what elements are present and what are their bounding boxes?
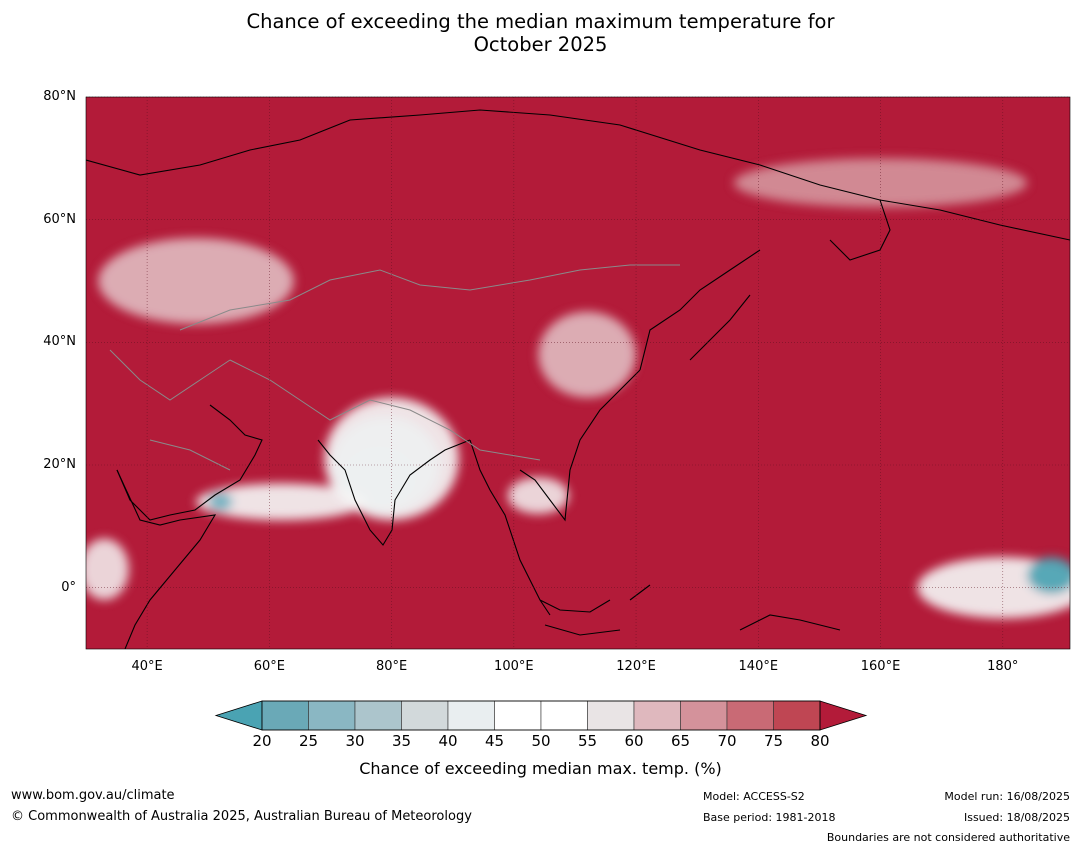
- map-title-line2: October 2025: [473, 33, 608, 56]
- colorbar-segment: [261, 700, 309, 731]
- map-title: Chance of exceeding the median maximum t…: [0, 10, 1081, 56]
- colorbar-tick-label: 70: [717, 732, 737, 750]
- model-run-text: Model run: 16/08/2025: [944, 790, 1070, 803]
- colorbar-tick-label: 30: [345, 732, 365, 750]
- region-pacific-blue: [1027, 557, 1070, 594]
- border-south-asia: [229, 359, 541, 461]
- colorbar-segment: [308, 700, 356, 731]
- colorbar-under-arrow: [214, 700, 263, 731]
- lat-tick-label: 60°N: [43, 211, 76, 227]
- lon-tick-label: 140°E: [738, 659, 779, 674]
- colorbar-frame: [261, 700, 821, 731]
- lon-tick-label: 60°E: [253, 659, 285, 674]
- coastline-india: [317, 439, 471, 546]
- region-india-outer: [324, 397, 459, 521]
- lat-tick-label: 0°: [61, 579, 76, 595]
- colorbar-segment: [540, 700, 588, 731]
- region-africa-light: [86, 538, 129, 600]
- colorbar-segment: [587, 700, 635, 731]
- border-central-asia: [179, 264, 680, 331]
- colorbar-tick-label: 55: [577, 732, 598, 750]
- coastline-arabia: [116, 404, 263, 521]
- colorbar-segment: [447, 700, 495, 731]
- region-china-light: [538, 311, 637, 398]
- base-period-text: Base period: 1981-2018: [703, 811, 836, 824]
- coastline-east-asia: [639, 249, 761, 371]
- region-siberia-light: [733, 158, 1028, 208]
- colorbar-segment: [680, 700, 728, 731]
- colorbar-tick-label: 75: [763, 732, 784, 750]
- colorbar-tick-label: 40: [438, 732, 458, 750]
- colorbar-tick-label: 80: [810, 732, 830, 750]
- colorbar-tick-label: 20: [252, 732, 272, 750]
- coastline-siberia-north: [86, 109, 1070, 241]
- copyright-text: © Commonwealth of Australia 2025, Austra…: [11, 809, 472, 824]
- colorbar-tick-label: 60: [624, 732, 644, 750]
- lon-tick-label: 100°E: [494, 659, 534, 674]
- lon-tick-label: 40°E: [131, 659, 163, 674]
- coastlines: [86, 109, 1070, 649]
- lon-tick-label: 120°E: [616, 659, 656, 674]
- border-middle-east: [109, 349, 231, 471]
- colorbar-label: Chance of exceeding median max. temp. (%…: [359, 759, 722, 778]
- colorbar-tick-label: 45: [484, 732, 505, 750]
- colorbar-tick-label: 25: [298, 732, 319, 750]
- lon-tick-label: 160°E: [860, 659, 901, 674]
- coastline-africa-horn: [116, 469, 217, 649]
- colorbar-segment: [494, 700, 542, 731]
- region-arabian-sea-blue: [208, 492, 233, 511]
- region-arabian-sea-band: [196, 483, 368, 521]
- colorbar-segment: [633, 700, 681, 731]
- country-borders: [109, 264, 680, 471]
- website-link[interactable]: www.bom.gov.au/climate: [11, 788, 175, 803]
- lat-tick-label: 40°N: [43, 334, 76, 350]
- lon-tick-label: 80°E: [375, 659, 408, 674]
- colorbar-over-arrow: [819, 700, 868, 731]
- colorbar-segment: [401, 700, 449, 731]
- map-frame: [85, 96, 1071, 650]
- coastline-maritime-se-asia: [539, 584, 841, 636]
- colorbar-segment: [773, 700, 821, 731]
- map-title-line1: Chance of exceeding the median maximum t…: [246, 10, 835, 33]
- issued-text: Issued: 18/08/2025: [963, 811, 1070, 824]
- colorbar-tick-label: 35: [391, 732, 412, 750]
- disclaimer-text: Boundaries are not considered authoritat…: [826, 831, 1070, 844]
- colorbar-segment: [726, 700, 774, 731]
- colorbar-segment: [354, 700, 402, 731]
- coastline-kamchatka: [829, 199, 891, 261]
- lon-tick-label: 180°: [987, 659, 1019, 674]
- colorbar-tick-label: 65: [670, 732, 691, 750]
- colorbar-tick-label: 50: [531, 732, 551, 750]
- lat-tick-label: 20°N: [43, 457, 76, 472]
- lat-tick-label: 80°N: [43, 89, 76, 104]
- model-text: Model: ACCESS-S2: [703, 790, 805, 803]
